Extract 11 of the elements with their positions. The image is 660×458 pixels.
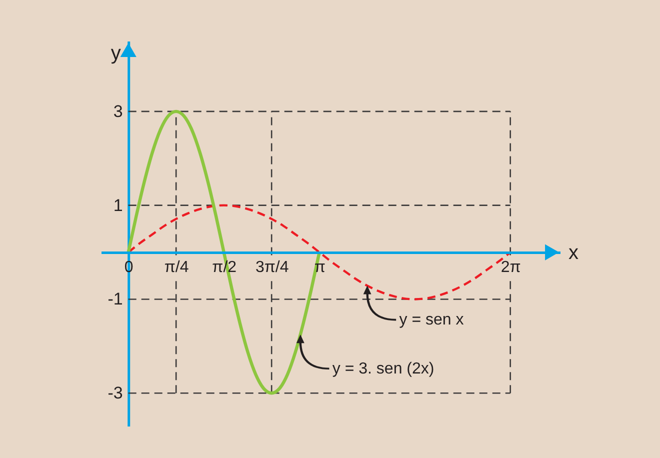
x-tick-label: 2π xyxy=(500,258,521,276)
x-tick-label: 3π/4 xyxy=(255,258,289,276)
y-tick-label: 3 xyxy=(113,102,123,121)
y-tick-label: -1 xyxy=(108,290,123,309)
annotation: y = 3. sen (2x) xyxy=(332,360,434,378)
y-axis-title: y xyxy=(110,42,121,64)
y-tick-label: -3 xyxy=(108,384,123,403)
y-tick-label: 1 xyxy=(113,196,123,215)
x-axis-title: x xyxy=(568,242,578,264)
x-tick-label: π/4 xyxy=(164,258,189,276)
annotation: y = sen x xyxy=(399,312,464,329)
